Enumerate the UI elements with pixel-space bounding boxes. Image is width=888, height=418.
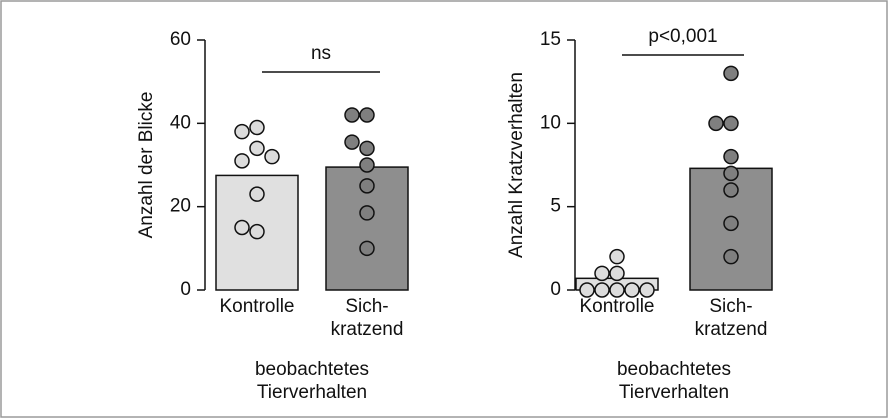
annotation: ns bbox=[311, 43, 331, 64]
y-tick-label: 0 bbox=[550, 279, 561, 300]
data-point bbox=[359, 240, 375, 257]
data-point bbox=[249, 140, 265, 157]
data-point bbox=[609, 265, 625, 282]
x-axis-label: beobachtetes Tierverhalten bbox=[616, 359, 732, 403]
data-point bbox=[723, 182, 739, 198]
y-axis-label: Anzahl Kratzverhalten bbox=[506, 72, 527, 258]
data-point bbox=[723, 248, 739, 265]
y-tick-label: 5 bbox=[550, 196, 561, 217]
data-point bbox=[359, 205, 375, 221]
y-tick-label: 10 bbox=[540, 112, 561, 133]
data-point bbox=[723, 148, 739, 165]
data-point bbox=[344, 134, 360, 150]
data-point bbox=[359, 107, 375, 123]
data-point bbox=[723, 115, 739, 132]
x-tick-label: Kontrolle bbox=[219, 296, 295, 317]
y-tick-label: 15 bbox=[540, 29, 561, 50]
x-axis-label: beobachtetes Tierverhalten bbox=[254, 359, 370, 403]
data-point bbox=[609, 282, 625, 298]
data-point bbox=[609, 248, 625, 265]
x-tick-label: Sich- kratzend bbox=[330, 296, 404, 340]
y-axis-label: Anzahl der Blicke bbox=[136, 92, 157, 239]
y-tick-label: 20 bbox=[170, 196, 191, 217]
data-point bbox=[639, 282, 655, 298]
data-point bbox=[359, 140, 375, 157]
data-point bbox=[723, 165, 739, 182]
data-point bbox=[234, 153, 250, 169]
annotation: p<0,001 bbox=[648, 26, 717, 47]
data-point bbox=[264, 148, 280, 165]
data-point bbox=[249, 186, 265, 202]
data-point bbox=[579, 282, 595, 298]
data-point bbox=[249, 223, 265, 240]
x-tick-label: Kontrolle bbox=[579, 296, 655, 317]
x-tick-label: Sich- kratzend bbox=[694, 296, 768, 340]
data-point bbox=[249, 119, 265, 136]
data-point bbox=[723, 65, 739, 82]
data-point bbox=[723, 215, 739, 232]
y-tick-label: 60 bbox=[170, 29, 191, 50]
data-point bbox=[344, 107, 360, 123]
data-point bbox=[594, 282, 610, 298]
data-point bbox=[359, 157, 375, 173]
data-point bbox=[708, 115, 724, 132]
data-point bbox=[234, 123, 250, 140]
y-tick-label: 40 bbox=[170, 112, 191, 133]
data-point bbox=[359, 178, 375, 194]
data-point bbox=[594, 265, 610, 282]
data-point bbox=[234, 219, 250, 236]
data-point bbox=[624, 282, 640, 298]
y-tick-label: 0 bbox=[180, 279, 191, 300]
